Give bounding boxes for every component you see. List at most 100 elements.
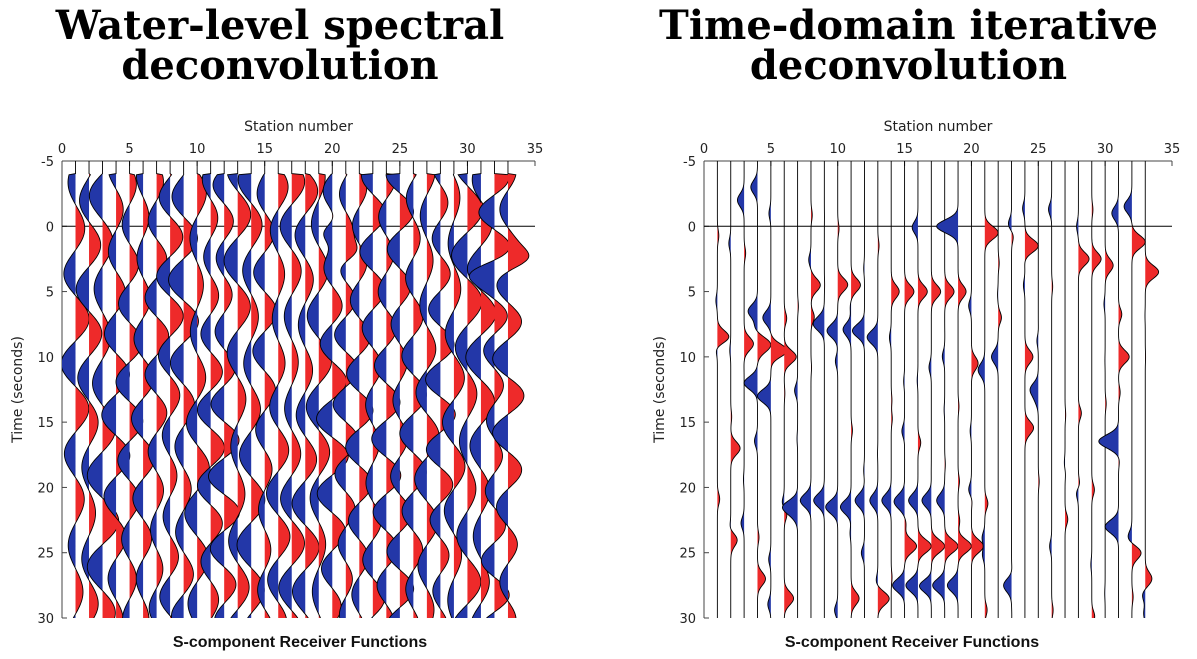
right-station-18-trace bbox=[932, 161, 959, 618]
left-station-31-positive-fill bbox=[480, 161, 497, 618]
right-x-tick-label: 30 bbox=[1097, 142, 1114, 157]
left-x-tick-label: 20 bbox=[324, 142, 341, 157]
right-station-6-negative-fill bbox=[782, 161, 785, 618]
left-station-8-trace bbox=[156, 161, 184, 618]
left-y-tick-label: -5 bbox=[41, 155, 54, 170]
right-station-20-trace bbox=[968, 161, 984, 618]
right-station-9-negative-fill bbox=[813, 161, 825, 618]
right-station-19-positive-fill bbox=[958, 161, 972, 618]
left-station-30-positive-fill bbox=[467, 161, 483, 618]
right-station-29-trace bbox=[1090, 161, 1102, 618]
left-station-7-positive-fill bbox=[156, 161, 169, 618]
right-station-6-trace bbox=[781, 161, 797, 618]
left-station-24-negative-fill bbox=[371, 161, 387, 618]
left-title-line1: Water-level spectral bbox=[55, 2, 505, 49]
right-panel-title: Time-domain iterative deconvolution bbox=[620, 6, 1197, 86]
left-station-2-negative-fill bbox=[76, 161, 90, 618]
right-station-24-positive-fill bbox=[1024, 161, 1039, 618]
right-station-23-trace bbox=[1003, 161, 1014, 618]
left-station-22-positive-fill bbox=[359, 161, 373, 618]
right-station-10-negative-fill bbox=[825, 161, 838, 618]
left-x-tick-label: 15 bbox=[256, 142, 273, 157]
right-caption: S-component Receiver Functions bbox=[784, 634, 1040, 651]
left-station-14-negative-fill bbox=[237, 161, 252, 618]
right-station-2-negative-fill bbox=[728, 161, 731, 618]
right-station-27-trace bbox=[1063, 161, 1069, 618]
left-y-tick-label: 20 bbox=[37, 481, 54, 496]
left-station-6-negative-fill bbox=[131, 161, 144, 618]
right-station-4-trace bbox=[743, 161, 772, 618]
left-station-3-trace bbox=[86, 161, 120, 618]
left-station-17-negative-fill bbox=[278, 161, 292, 618]
right-station-19-trace bbox=[936, 161, 972, 618]
right-station-18-positive-fill bbox=[944, 161, 959, 618]
left-station-25-trace bbox=[385, 161, 415, 618]
left-station-22-trace bbox=[345, 161, 374, 618]
right-station-7-positive-fill bbox=[797, 161, 799, 618]
left-y-tick-label: 15 bbox=[37, 416, 54, 431]
right-x-tick-label: 20 bbox=[963, 142, 980, 157]
right-station-2-trace bbox=[728, 161, 741, 618]
left-station-23-negative-fill bbox=[359, 161, 373, 618]
left-x-tick-label: 0 bbox=[58, 142, 66, 157]
right-y-tick-label: 30 bbox=[679, 612, 696, 627]
right-station-28-positive-fill bbox=[1078, 161, 1090, 618]
right-station-22-positive-fill bbox=[998, 161, 1002, 618]
right-station-31-trace bbox=[1098, 161, 1130, 618]
left-x-tick-label: 35 bbox=[527, 142, 544, 157]
right-station-2-positive-fill bbox=[730, 161, 741, 618]
right-station-21-trace bbox=[977, 161, 999, 618]
right-station-33-trace bbox=[1142, 161, 1160, 618]
left-station-11-trace bbox=[196, 161, 225, 618]
right-station-1-trace bbox=[715, 161, 730, 618]
left-station-3-negative-fill bbox=[87, 161, 103, 618]
right-station-11-trace bbox=[839, 161, 861, 618]
right-station-32-negative-fill bbox=[1124, 161, 1132, 618]
left-y-tick-label: 30 bbox=[37, 612, 54, 627]
right-station-6-positive-fill bbox=[784, 161, 797, 618]
left-station-26-positive-fill bbox=[413, 161, 427, 618]
right-station-8-negative-fill bbox=[800, 161, 811, 618]
left-station-29-trace bbox=[442, 161, 466, 618]
right-station-21-negative-fill bbox=[978, 161, 985, 618]
left-station-6-trace bbox=[131, 161, 155, 618]
left-station-33-negative-fill bbox=[492, 161, 508, 618]
left-station-8-positive-fill bbox=[170, 161, 184, 618]
right-station-8-trace bbox=[799, 161, 821, 618]
left-station-17-positive-fill bbox=[291, 161, 305, 618]
right-station-14-negative-fill bbox=[881, 161, 892, 618]
left-y-tick-label: 0 bbox=[46, 220, 54, 235]
right-station-27-positive-fill bbox=[1065, 161, 1068, 618]
right-station-3-positive-fill bbox=[744, 161, 754, 618]
right-station-11-positive-fill bbox=[851, 161, 861, 618]
left-station-31-negative-fill bbox=[465, 161, 481, 618]
right-station-24-negative-fill bbox=[1022, 161, 1025, 618]
right-station-7-negative-fill bbox=[782, 161, 798, 618]
left-station-6-positive-fill bbox=[143, 161, 155, 618]
right-x-tick-label: 0 bbox=[700, 142, 708, 157]
left-station-29-positive-fill bbox=[453, 161, 465, 618]
left-station-30-negative-fill bbox=[451, 161, 468, 618]
left-station-10-positive-fill bbox=[197, 161, 210, 618]
left-station-12-trace bbox=[208, 161, 240, 618]
right-station-21-positive-fill bbox=[984, 161, 999, 618]
right-y-tick-label: 15 bbox=[679, 416, 696, 431]
right-station-22-trace bbox=[991, 161, 1002, 618]
left-station-33-positive-fill bbox=[507, 161, 529, 618]
right-station-11-negative-fill bbox=[840, 161, 852, 618]
right-station-27-negative-fill bbox=[1064, 161, 1066, 618]
right-x-tick-label: 5 bbox=[767, 142, 775, 157]
left-station-5-negative-fill bbox=[115, 161, 130, 618]
left-station-9-positive-fill bbox=[183, 161, 199, 618]
right-station-15-positive-fill bbox=[904, 161, 917, 618]
right-station-17-trace bbox=[918, 161, 946, 618]
left-xlabel: Station number bbox=[244, 119, 353, 135]
right-station-15-negative-fill bbox=[892, 161, 905, 618]
left-station-21-trace bbox=[332, 161, 359, 618]
left-station-23-positive-fill bbox=[372, 161, 386, 618]
left-y-tick-label: 10 bbox=[37, 351, 54, 366]
right-station-5-positive-fill bbox=[770, 161, 788, 618]
right-title-line1: Time-domain iterative bbox=[659, 2, 1158, 49]
left-x-tick-label: 30 bbox=[459, 142, 476, 157]
left-station-16-positive-fill bbox=[278, 161, 290, 618]
